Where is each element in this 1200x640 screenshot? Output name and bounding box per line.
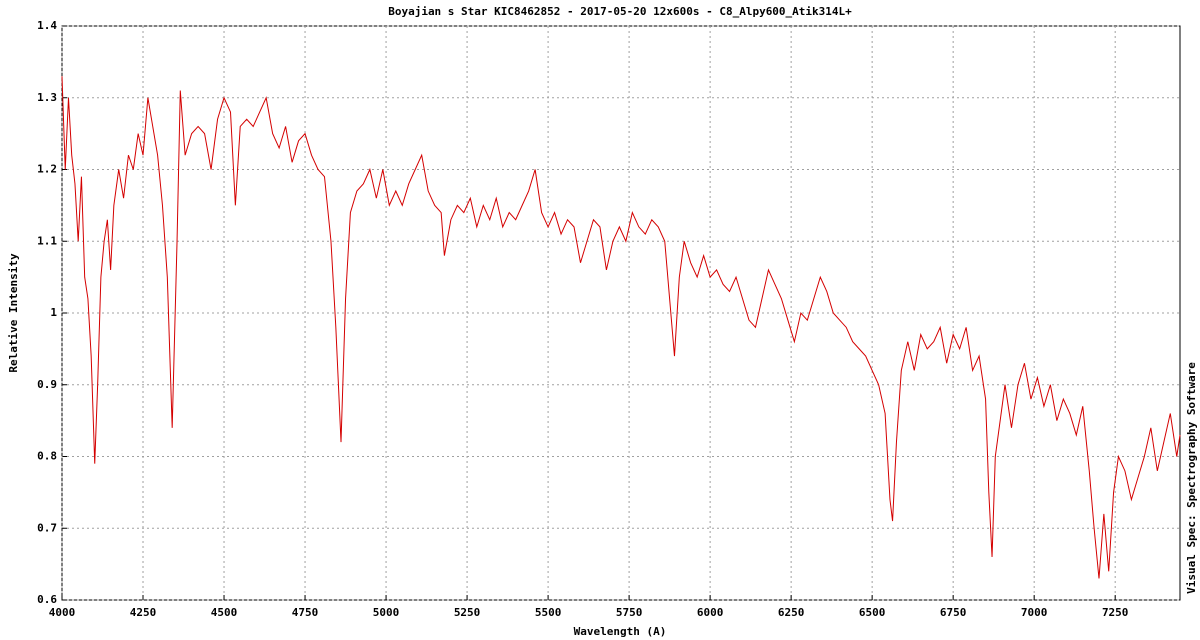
x-tick-label: 4000 xyxy=(49,606,76,619)
x-tick-label: 6250 xyxy=(778,606,805,619)
y-tick-label: 1.3 xyxy=(37,91,57,104)
x-axis-label: Wavelength (A) xyxy=(574,625,667,638)
x-tick-label: 6000 xyxy=(697,606,724,619)
y-tick-label: 1.2 xyxy=(37,163,57,176)
y-tick-label: 0.6 xyxy=(37,593,57,606)
x-tick-label: 5750 xyxy=(616,606,643,619)
x-tick-label: 4750 xyxy=(292,606,319,619)
x-tick-label: 4250 xyxy=(130,606,157,619)
y-tick-label: 0.8 xyxy=(37,450,57,463)
x-tick-label: 5000 xyxy=(373,606,400,619)
x-tick-label: 7000 xyxy=(1021,606,1048,619)
y-tick-label: 0.7 xyxy=(37,521,57,534)
y-tick-label: 1.1 xyxy=(37,234,57,247)
chart-title: Boyajian s Star KIC8462852 - 2017-05-20 … xyxy=(388,5,852,18)
y-tick-label: 1 xyxy=(50,306,57,319)
x-tick-label: 5500 xyxy=(535,606,562,619)
y-axis-label: Relative Intensity xyxy=(7,253,20,373)
x-tick-label: 7250 xyxy=(1102,606,1129,619)
spectrum-line xyxy=(61,76,1181,579)
x-tick-label: 5250 xyxy=(454,606,481,619)
x-tick-label: 6750 xyxy=(940,606,967,619)
x-tick-label: 6500 xyxy=(859,606,886,619)
y-tick-label: 0.9 xyxy=(37,378,57,391)
annotation: Visual Spec: Spectrography Software xyxy=(1185,362,1198,594)
x-tick-label: 4500 xyxy=(211,606,238,619)
y-tick-label: 1.4 xyxy=(37,19,57,32)
